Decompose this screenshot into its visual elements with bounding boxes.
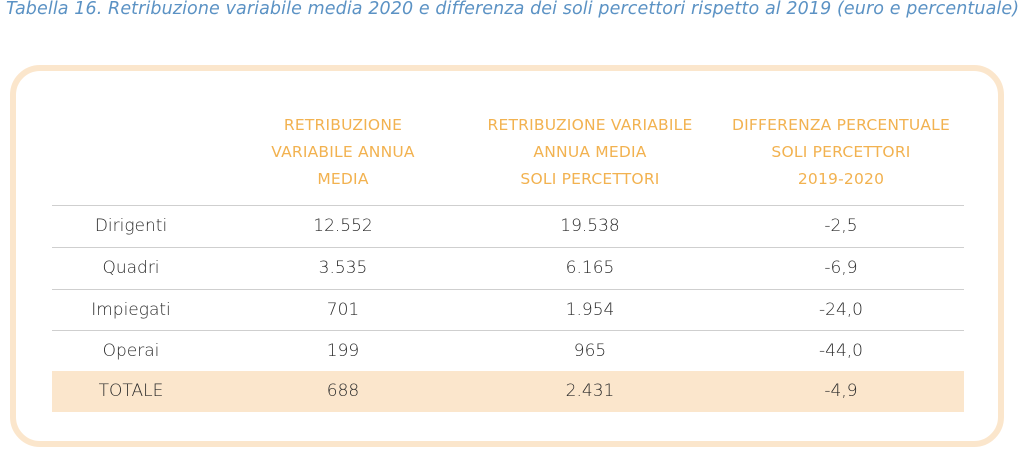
column-header-line: SOLI PERCETTORI [771,143,911,161]
cell-retribuzione-media: 3.535 [318,258,368,278]
column-header-line: RETRIBUZIONE [283,116,403,134]
row-label: TOTALE [98,381,164,401]
row-label: Quadri [102,258,160,278]
total-row: TOTALE 688 2.431 -4,9 [52,371,964,412]
column-header-retribuzione-media: RETRIBUZIONE VARIABILE ANNUA MEDIA [250,112,436,193]
column-header-differenza-percentuale: DIFFERENZA PERCENTUALE SOLI PERCETTORI 2… [712,112,970,193]
column-header-line: VARIABILE ANNUA [271,143,415,161]
row-label: Operai [102,341,160,361]
cell-retribuzione-percettori: 19.538 [560,216,620,236]
cell-retribuzione-media: 688 [326,381,360,401]
cell-retribuzione-percettori: 2.431 [565,381,615,401]
cell-retribuzione-media: 199 [326,341,360,361]
column-header-line: DIFFERENZA PERCENTUALE [731,116,951,134]
column-header-line: RETRIBUZIONE VARIABILE [487,116,693,134]
column-header-line: MEDIA [317,170,369,188]
cell-retribuzione-percettori: 6.165 [565,258,615,278]
cell-differenza-percentuale: -44,0 [819,341,863,361]
cell-retribuzione-media: 12.552 [313,216,373,236]
cell-retribuzione-media: 701 [326,300,360,320]
row-divider [52,205,964,206]
cell-differenza-percentuale: -24,0 [819,300,863,320]
table-row: Dirigenti 12.552 19.538 -2,5 [52,206,964,247]
row-divider [52,247,964,248]
row-divider [52,330,964,331]
cell-differenza-percentuale: -6,9 [824,258,858,278]
table-row: Impiegati 701 1.954 -24,0 [52,290,964,331]
column-header-line: 2019-2020 [797,170,885,188]
cell-retribuzione-percettori: 1.954 [565,300,615,320]
table-row: Quadri 3.535 6.165 -6,9 [52,248,964,289]
table-caption: Tabella 16. Retribuzione variabile media… [6,0,1020,19]
cell-differenza-percentuale: -2,5 [824,216,858,236]
row-label: Impiegati [91,300,171,320]
cell-retribuzione-percettori: 965 [573,341,607,361]
table-row: Operai 199 965 -44,0 [52,331,964,372]
column-header-line: SOLI PERCETTORI [520,170,660,188]
cell-differenza-percentuale: -4,9 [824,381,858,401]
column-header-line: ANNUA MEDIA [533,143,647,161]
row-label: Dirigenti [94,216,168,236]
row-divider [52,289,964,290]
column-header-retribuzione-percettori: RETRIBUZIONE VARIABILE ANNUA MEDIA SOLI … [470,112,710,193]
